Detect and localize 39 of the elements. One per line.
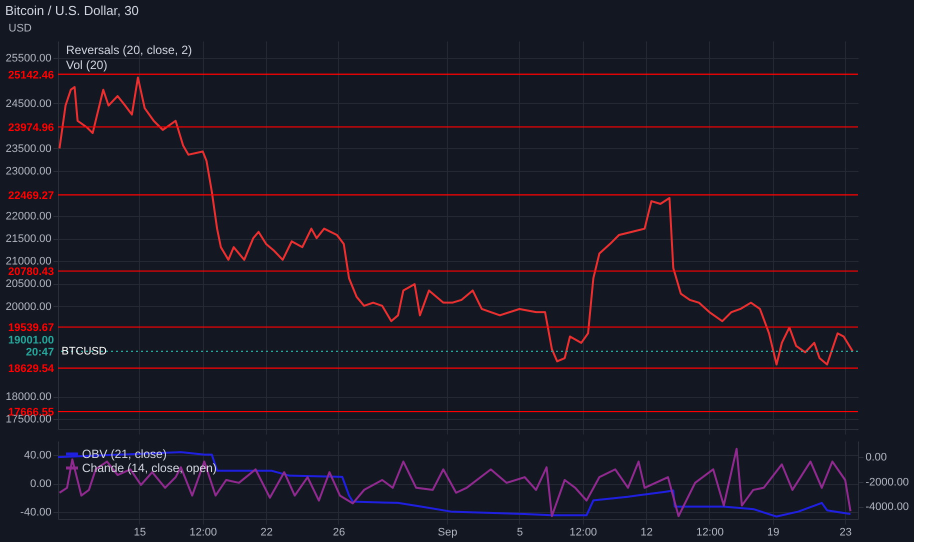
- annotation: Vol (20): [66, 58, 108, 72]
- y-tick-label: 22000.00: [6, 210, 52, 223]
- y-tick-label: 40.00: [24, 450, 52, 462]
- ref-line-label: 20780.43: [8, 266, 54, 278]
- ref-line-label: 19539.67: [8, 322, 54, 334]
- x-tick-label: 23: [840, 526, 852, 538]
- ref-line-label: 19001.00 20:47: [8, 334, 54, 358]
- y-tick-label: 24500.00: [6, 98, 52, 110]
- y-tick-label: 20500.00: [6, 278, 52, 290]
- y-tick-label: 0.00: [30, 478, 52, 490]
- x-tick-label: 12:00: [570, 526, 598, 538]
- x-tick-label: 15: [134, 526, 146, 538]
- y-tick-label: 21000.00: [6, 256, 52, 268]
- ref-line-label: 25142.46: [8, 69, 54, 82]
- x-tick-label: 5: [516, 526, 524, 538]
- y2-tick-label: -2000.00: [866, 476, 909, 488]
- x-tick-label: Sep: [438, 526, 458, 538]
- y-tick-label: 25500.00: [6, 52, 52, 65]
- ref-line-label: 23974.96: [8, 122, 54, 134]
- y-tick-label: 23500.00: [6, 142, 52, 155]
- y2-tick-label: 0.00: [866, 452, 887, 464]
- y-axis-title: USD: [8, 22, 32, 34]
- x-tick-label: 22: [260, 526, 273, 538]
- annotation: Reversals (20, close, 2): [66, 43, 192, 57]
- ref-line-label: 18629.54: [8, 363, 55, 376]
- y-tick-label: -40.00: [20, 506, 52, 518]
- y-tick-label: 20000.00: [6, 300, 52, 313]
- x-tick-label: 12: [640, 526, 653, 538]
- y-tick-label: 18000.00: [6, 391, 52, 404]
- x-tick-label: 12:00: [190, 526, 218, 538]
- y-tick-label: 23000.00: [6, 165, 52, 178]
- x-tick-label: 26: [332, 526, 346, 538]
- x-tick-label: 12:00: [696, 526, 724, 538]
- x-tick-label: 19: [767, 526, 780, 538]
- ref-line-label: 22469.27: [8, 190, 54, 202]
- y2-tick-label: -4000.00: [866, 501, 909, 514]
- annotation: BTCUSD: [62, 345, 107, 358]
- chart-title: Bitcoin / U.S. Dollar, 30: [5, 3, 139, 18]
- y-tick-label: 21500.00: [6, 233, 52, 246]
